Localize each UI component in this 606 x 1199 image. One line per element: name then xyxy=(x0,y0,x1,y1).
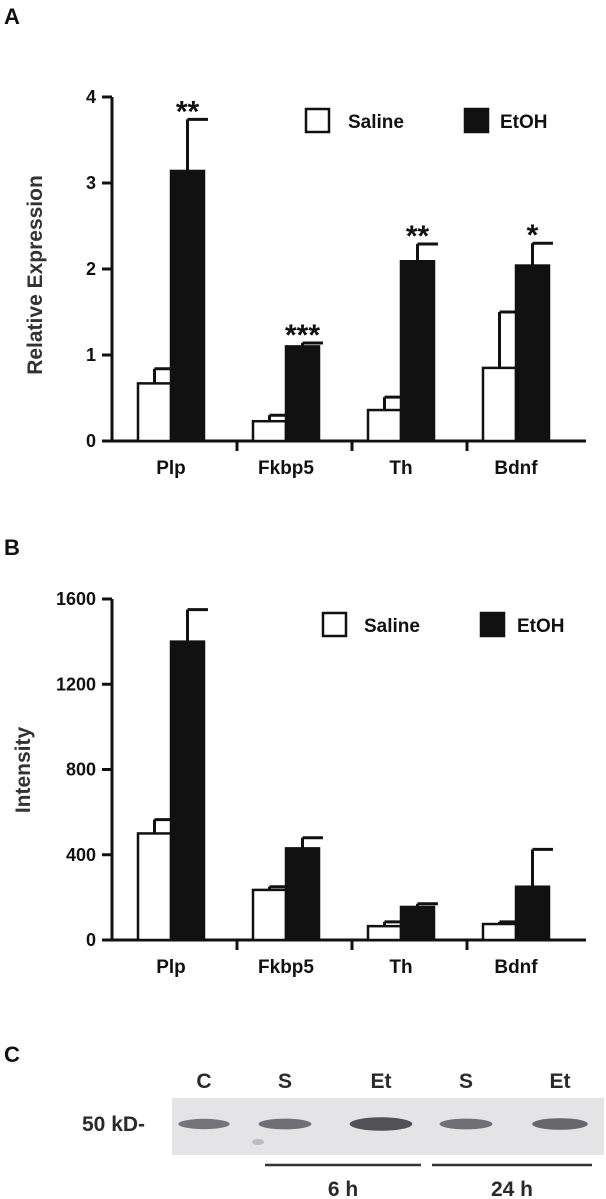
bar-etoh-th xyxy=(399,905,436,942)
category-label: Bdnf xyxy=(494,458,538,479)
bar-etoh-plp xyxy=(169,640,206,942)
significance-stars: *** xyxy=(285,319,320,352)
y-tick-label: 1600 xyxy=(56,589,96,609)
legend-etoh-label: EtOH xyxy=(500,112,548,133)
legend-saline-swatch xyxy=(321,611,348,638)
chart-a: Relative Expression 01234Plp**Fkbp5***Th… xyxy=(24,87,586,479)
panel-a-letter: A xyxy=(4,4,20,29)
lane-labels: C S Et S Et xyxy=(196,1070,570,1093)
panel-c-letter: C xyxy=(4,1042,20,1067)
legend-etoh-swatch xyxy=(479,611,506,638)
category-label: Bdnf xyxy=(494,957,538,978)
legend-saline-label: Saline xyxy=(364,616,420,637)
legend-saline-label: Saline xyxy=(348,112,404,133)
lane-label: Et xyxy=(371,1070,392,1093)
chart-a-ylabel: Relative Expression xyxy=(24,175,47,375)
lane-label: S xyxy=(459,1070,473,1093)
bar-etoh-bdnf xyxy=(514,264,551,443)
y-tick-label: 800 xyxy=(66,760,96,780)
bar-etoh-bdnf xyxy=(514,885,551,942)
band xyxy=(258,1118,312,1130)
bar-etoh-fkbp5 xyxy=(284,345,321,443)
chart-b-marks: 0 400 800 1200 1600 Plp Fkbp5 Th Bdnf xyxy=(56,589,586,978)
western-blot: 50 kD- C S Et S Et 6 h 24 h xyxy=(82,1070,604,1199)
blot-marker-label: 50 kD- xyxy=(82,1113,145,1136)
chart-a-marks: 0 1 2 3 4 Plp ** Fkbp5 *** Th ** Bdnf * xyxy=(86,87,586,479)
bands xyxy=(178,1117,588,1131)
legend-saline-swatch xyxy=(304,107,331,134)
bar-saline-fkbp5 xyxy=(251,419,288,443)
band xyxy=(178,1118,230,1130)
bar-saline-plp xyxy=(136,832,173,942)
y-tick-label: 0 xyxy=(86,431,96,451)
panel-b-letter: B xyxy=(4,535,20,560)
category-label: Fkbp5 xyxy=(258,957,314,978)
chart-b-legend: Saline EtOH xyxy=(321,611,565,638)
band xyxy=(439,1118,493,1130)
category-label: Plp xyxy=(156,458,186,479)
y-tick-label: 2 xyxy=(86,259,96,279)
bar-saline-th xyxy=(366,408,403,443)
blot-artifact xyxy=(252,1139,264,1145)
category-label: Th xyxy=(389,458,412,479)
y-tick-label: 0 xyxy=(86,930,96,950)
y-tick-label: 400 xyxy=(66,845,96,865)
significance-stars: ** xyxy=(176,95,200,128)
category-label: Fkbp5 xyxy=(258,458,314,479)
lane-label: C xyxy=(196,1070,211,1093)
category-label: Th xyxy=(389,957,412,978)
band xyxy=(532,1118,588,1130)
y-tick-label: 1200 xyxy=(56,674,96,694)
group-label-6h: 6 h xyxy=(328,1178,358,1199)
lane-label: S xyxy=(278,1070,292,1093)
chart-b-ylabel: Intensity xyxy=(12,727,35,814)
bar-etoh-fkbp5 xyxy=(284,847,321,942)
y-tick-label: 4 xyxy=(86,87,96,107)
bar-etoh-th xyxy=(399,260,436,443)
y-tick-label: 1 xyxy=(86,345,96,365)
bar-etoh-plp xyxy=(169,169,206,443)
category-label: Plp xyxy=(156,957,186,978)
group-label-24h: 24 h xyxy=(491,1178,533,1199)
bar-saline-fkbp5 xyxy=(251,888,288,942)
band xyxy=(349,1117,413,1131)
significance-stars: ** xyxy=(406,220,430,253)
bar-saline-bdnf xyxy=(481,366,518,443)
chart-a-legend: Saline EtOH xyxy=(304,107,548,134)
bar-saline-plp xyxy=(136,382,173,443)
significance-stars: * xyxy=(527,219,539,252)
bar-saline-th xyxy=(366,924,403,942)
legend-etoh-swatch xyxy=(463,107,490,134)
lane-label: Et xyxy=(550,1070,571,1093)
y-tick-label: 3 xyxy=(86,173,96,193)
legend-etoh-label: EtOH xyxy=(517,616,565,637)
bar-saline-bdnf xyxy=(481,922,518,942)
